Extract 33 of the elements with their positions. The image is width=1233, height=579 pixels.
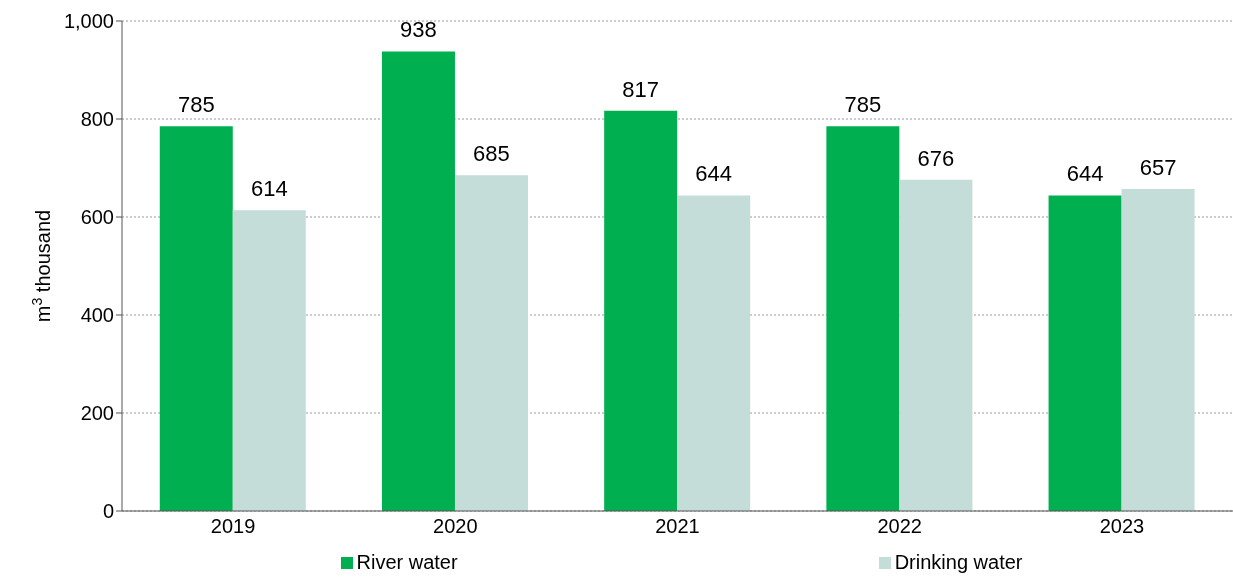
bar [159, 126, 233, 511]
x-tick-label: 2020 [433, 515, 478, 538]
y-tick-label: 600 [80, 206, 114, 229]
y-tick-label: 200 [80, 402, 114, 425]
y-tick-label: 0 [102, 500, 114, 523]
x-tick-label: 2019 [210, 515, 256, 538]
bar [604, 110, 678, 511]
bar [826, 126, 900, 511]
bar [899, 179, 973, 511]
x-tick-label: 2022 [877, 515, 922, 538]
data-label: 676 [917, 145, 955, 171]
y-tick-label: 1,000 [63, 10, 114, 33]
bar [454, 175, 528, 511]
data-label: 644 [1066, 161, 1104, 187]
legend-label: Drinking water [893, 551, 1023, 574]
data-label: 938 [400, 17, 437, 43]
bar [1121, 189, 1195, 511]
data-label: 614 [250, 176, 288, 202]
legend-label: River water [355, 551, 458, 574]
bar [232, 210, 306, 511]
x-tick-label: 2021 [655, 515, 700, 538]
bar [1048, 195, 1122, 511]
data-label: 817 [622, 76, 660, 102]
bar [381, 51, 455, 511]
y-tick-label: 800 [80, 108, 114, 131]
bar [677, 195, 751, 511]
x-tick-label: 2023 [1099, 515, 1145, 538]
y-tick-label: 400 [80, 304, 114, 327]
data-label: 657 [1139, 155, 1177, 181]
data-label: 685 [473, 141, 510, 167]
data-label: 644 [695, 161, 733, 187]
data-label: 785 [844, 92, 882, 118]
data-label: 785 [177, 92, 215, 118]
